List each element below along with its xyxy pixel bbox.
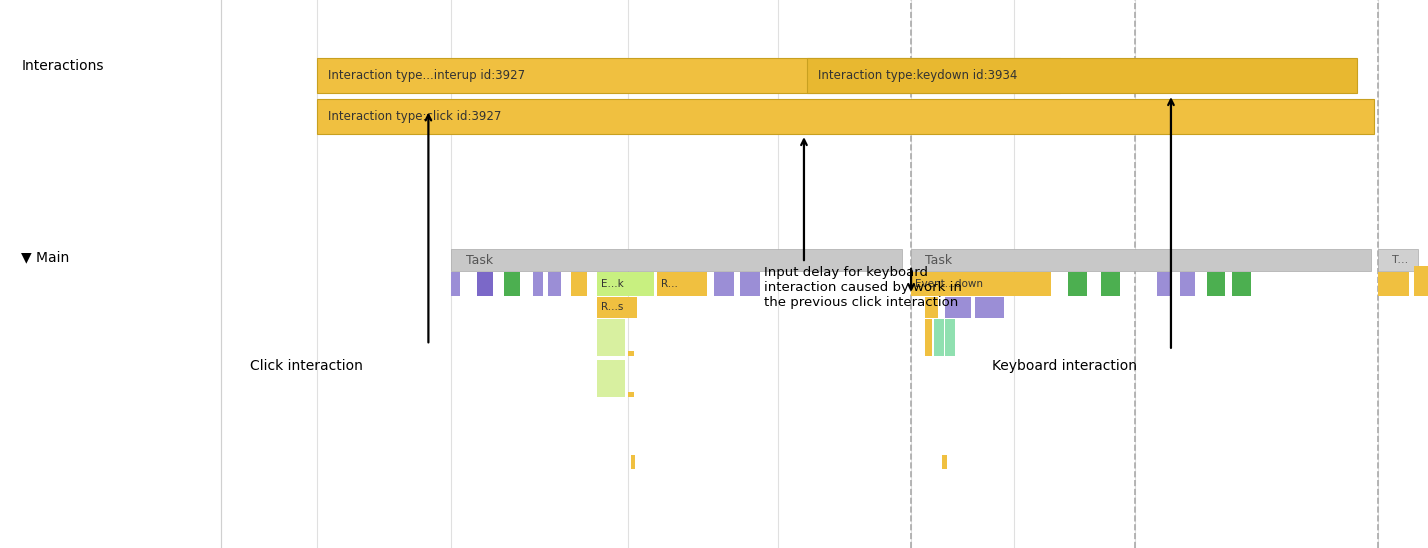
Bar bbox=[504, 272, 520, 296]
Text: E...k: E...k bbox=[601, 279, 624, 289]
Bar bbox=[451, 249, 902, 271]
Bar bbox=[628, 392, 634, 397]
Bar bbox=[934, 319, 944, 356]
Bar bbox=[1180, 272, 1195, 296]
Text: Interaction type...interup id:3927: Interaction type...interup id:3927 bbox=[328, 69, 526, 82]
Text: Task: Task bbox=[466, 254, 493, 267]
Bar bbox=[317, 58, 1060, 93]
Bar bbox=[714, 272, 734, 296]
Bar bbox=[1378, 272, 1409, 296]
Text: T...: T... bbox=[1392, 255, 1408, 265]
Bar bbox=[451, 272, 460, 296]
Bar bbox=[740, 272, 760, 296]
Bar bbox=[975, 297, 1004, 318]
Text: ▼ Main: ▼ Main bbox=[21, 250, 70, 265]
Bar bbox=[807, 58, 1357, 93]
Bar bbox=[1068, 272, 1087, 296]
Bar bbox=[945, 319, 955, 356]
Bar bbox=[925, 297, 938, 318]
Bar bbox=[597, 272, 654, 296]
Text: Event...down: Event...down bbox=[915, 279, 984, 289]
Bar bbox=[657, 272, 707, 296]
Bar bbox=[925, 319, 932, 356]
Text: Task: Task bbox=[925, 254, 952, 267]
Bar bbox=[317, 99, 1374, 134]
Bar bbox=[571, 272, 587, 296]
Text: Click interaction: Click interaction bbox=[250, 359, 363, 373]
Bar bbox=[911, 249, 1371, 271]
Text: Interaction type:keydown id:3934: Interaction type:keydown id:3934 bbox=[818, 69, 1018, 82]
Bar bbox=[1232, 272, 1251, 296]
Bar bbox=[597, 319, 625, 356]
Bar bbox=[1414, 266, 1428, 296]
Bar bbox=[631, 455, 635, 469]
Bar bbox=[1207, 272, 1225, 296]
Text: Interaction type:click id:3927: Interaction type:click id:3927 bbox=[328, 110, 501, 123]
Bar bbox=[911, 272, 1051, 296]
Text: R...s: R...s bbox=[601, 302, 624, 312]
Bar bbox=[597, 360, 625, 397]
Bar bbox=[945, 297, 971, 318]
Bar bbox=[548, 272, 561, 296]
Bar bbox=[533, 272, 543, 296]
Text: Interactions: Interactions bbox=[21, 59, 104, 73]
Bar bbox=[942, 455, 947, 469]
Bar bbox=[477, 272, 493, 296]
Text: Keyboard interaction: Keyboard interaction bbox=[992, 359, 1138, 373]
Bar bbox=[1157, 272, 1172, 296]
Bar bbox=[1101, 272, 1120, 296]
Text: R...: R... bbox=[661, 279, 678, 289]
Bar bbox=[628, 351, 634, 356]
Bar bbox=[1378, 249, 1418, 271]
Bar bbox=[597, 297, 637, 318]
Text: Input delay for keyboard
interaction caused by work in
the previous click intera: Input delay for keyboard interaction cau… bbox=[764, 266, 962, 309]
